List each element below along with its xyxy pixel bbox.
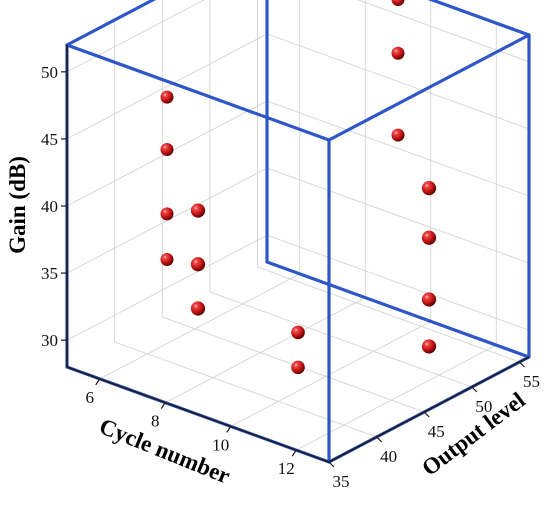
z-tick-label: 30 — [41, 331, 58, 350]
data-point-sphere — [190, 301, 206, 316]
grid-line-floor — [230, 321, 431, 427]
y-axis-tick — [376, 436, 383, 443]
x-tick-label: 10 — [212, 435, 229, 454]
axes: 30 35 40 45 50 6 8 10 12 35 40 45 50 55 — [41, 45, 540, 491]
data-point-sphere — [421, 181, 437, 196]
data-point-sphere — [291, 360, 305, 375]
x-axis-tick — [95, 378, 101, 386]
grid-line-left-wall — [66, 33, 268, 140]
box-edge-top-back — [427, 0, 531, 37]
y-axis-tick — [328, 461, 335, 468]
box-edge-floor-back — [265, 260, 531, 359]
bounding-box-back — [65, 0, 531, 359]
y-tick-label: 40 — [380, 447, 397, 466]
box-edge-top-left — [65, 0, 157, 47]
y-axis-line — [328, 356, 530, 463]
y-axis-tick — [471, 386, 478, 393]
data-point-sphere — [160, 207, 174, 221]
x-axis-tick — [291, 449, 297, 457]
grid-line-floor — [257, 266, 520, 363]
z-axis-title: Gain (dB) — [5, 156, 30, 254]
grid-line-back-wall — [266, 234, 530, 331]
z-tick-label: 35 — [41, 264, 58, 283]
grid-line-back-wall — [266, 33, 530, 130]
y-axis-tick — [519, 361, 525, 368]
x-axis-line — [66, 366, 330, 463]
box-edge-top-front — [65, 43, 331, 142]
data-point-sphere — [391, 46, 405, 60]
grid-line-floor — [165, 297, 366, 403]
z-tick-label: 45 — [41, 130, 58, 149]
grid-line-left-wall — [66, 0, 205, 73]
y-tick-label: 45 — [428, 422, 445, 441]
y-tick-label: 55 — [523, 372, 540, 391]
grid-line-back-wall — [266, 167, 530, 264]
data-point-sphere — [421, 292, 437, 307]
y-tick-label: 35 — [333, 472, 350, 491]
grid-line-floor — [209, 291, 472, 388]
box-edge-top-right — [327, 33, 531, 142]
grid-line-back-wall — [357, 0, 530, 63]
data-point-sphere — [160, 252, 174, 266]
x-tick-label: 12 — [278, 459, 295, 478]
x-tick-label: 8 — [151, 412, 160, 431]
x-axis-tick — [160, 402, 166, 409]
data-point-sphere — [391, 128, 405, 142]
grid-line-left-wall — [66, 167, 268, 274]
grid-line-floor — [114, 341, 377, 438]
x-tick-label: 6 — [86, 388, 95, 407]
bounding-box-front — [65, 33, 531, 464]
z-tick-label: 40 — [41, 197, 58, 216]
data-point-sphere — [291, 325, 305, 340]
z-tick-label: 50 — [41, 63, 58, 82]
data-point-sphere — [421, 230, 437, 245]
data-point-sphere — [190, 203, 206, 218]
data-point-sphere — [160, 90, 174, 104]
x-axis-tick — [226, 426, 232, 433]
grid-line-left-wall — [66, 234, 268, 341]
data-point-sphere — [160, 142, 174, 156]
grid-line-back-wall — [266, 100, 530, 197]
data-point-sphere — [391, 0, 405, 7]
data-point-sphere — [421, 339, 437, 354]
data-point-sphere — [190, 257, 206, 272]
y-tick-label: 50 — [475, 397, 492, 416]
y-axis-tick — [423, 411, 430, 418]
data-points — [160, 0, 437, 375]
grid-line-floor — [99, 273, 300, 380]
